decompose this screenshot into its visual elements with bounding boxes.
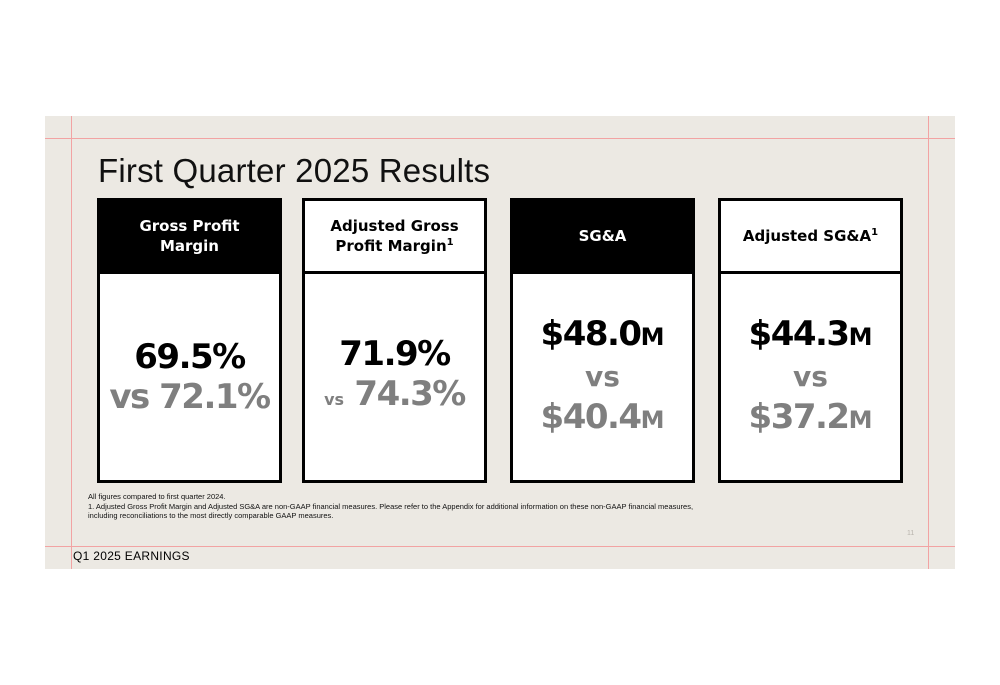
card-body: 69.5% vs 72.1%	[100, 274, 279, 480]
card-body: $44.3M vs $37.2M	[721, 274, 900, 480]
card-header: Adjusted SG&A1	[721, 201, 900, 274]
card-header-label: Adjusted Gross Profit Margin1	[313, 216, 476, 256]
metric-card-gross-profit-margin: Gross Profit Margin 69.5% vs 72.1%	[97, 198, 282, 483]
card-header: Gross Profit Margin	[100, 201, 279, 274]
footnote-general: All figures compared to first quarter 20…	[88, 492, 226, 501]
card-header: Adjusted Gross Profit Margin1	[305, 201, 484, 274]
metric-card-adjusted-gross-profit-margin: Adjusted Gross Profit Margin1 71.9% vs 7…	[302, 198, 487, 483]
current-value: $48.0M	[541, 314, 665, 357]
vs-label: vs	[324, 390, 345, 409]
current-value-amount: $48.0	[540, 314, 643, 354]
prior-value: $40.4M	[541, 397, 665, 440]
guide-line	[45, 546, 955, 547]
comparison-line: vs 74.3%	[324, 374, 466, 420]
card-header-label: SG&A	[578, 227, 627, 245]
footnotes: All figures compared to first quarter 20…	[88, 492, 693, 521]
current-value: 69.5%	[134, 337, 246, 377]
slide: First Quarter 2025 Results Gross Profit …	[45, 116, 955, 569]
prior-value-unit: M	[848, 406, 873, 434]
card-header-label: Gross Profit Margin	[139, 217, 240, 255]
current-value: $44.3M	[749, 314, 873, 357]
footnote-1-continued: including reconciliations to the most di…	[88, 511, 334, 520]
current-value-unit: M	[848, 323, 873, 351]
current-value-amount: $44.3	[748, 314, 851, 354]
vs-label: vs	[585, 360, 620, 393]
prior-value: 74.3%	[354, 374, 466, 414]
guide-line	[928, 116, 929, 569]
vs-label: vs	[109, 377, 150, 417]
guide-line	[45, 138, 955, 139]
slide-title: First Quarter 2025 Results	[98, 152, 491, 189]
prior-value-amount: $37.2	[748, 397, 851, 437]
footnote-ref: 1	[446, 237, 454, 248]
page-number: 11	[907, 530, 915, 537]
guide-line	[71, 116, 72, 569]
prior-value-amount: $40.4	[540, 397, 643, 437]
footnote-ref: 1	[871, 227, 879, 238]
vs-label: vs	[793, 360, 828, 393]
metric-card-adjusted-sga: Adjusted SG&A1 $44.3M vs $37.2M	[718, 198, 903, 483]
current-value-unit: M	[640, 323, 665, 351]
comparison-line: vs 72.1%	[109, 377, 271, 417]
prior-value-unit: M	[640, 406, 665, 434]
prior-value: $37.2M	[749, 397, 873, 440]
metric-card-sga: SG&A $48.0M vs $40.4M	[510, 198, 695, 483]
card-header-text: Adjusted SG&A	[742, 227, 872, 245]
current-value: 71.9%	[339, 334, 451, 374]
card-body: $48.0M vs $40.4M	[513, 274, 692, 480]
card-header: SG&A	[513, 201, 692, 274]
card-header-text: Adjusted Gross Profit Margin	[330, 217, 459, 255]
footnote-1: 1. Adjusted Gross Profit Margin and Adju…	[88, 501, 694, 511]
card-body: 71.9% vs 74.3%	[305, 274, 484, 480]
card-header-label: Adjusted SG&A1	[743, 226, 878, 246]
footer-label: Q1 2025 EARNINGS	[73, 549, 190, 563]
prior-value: 72.1%	[159, 377, 271, 417]
